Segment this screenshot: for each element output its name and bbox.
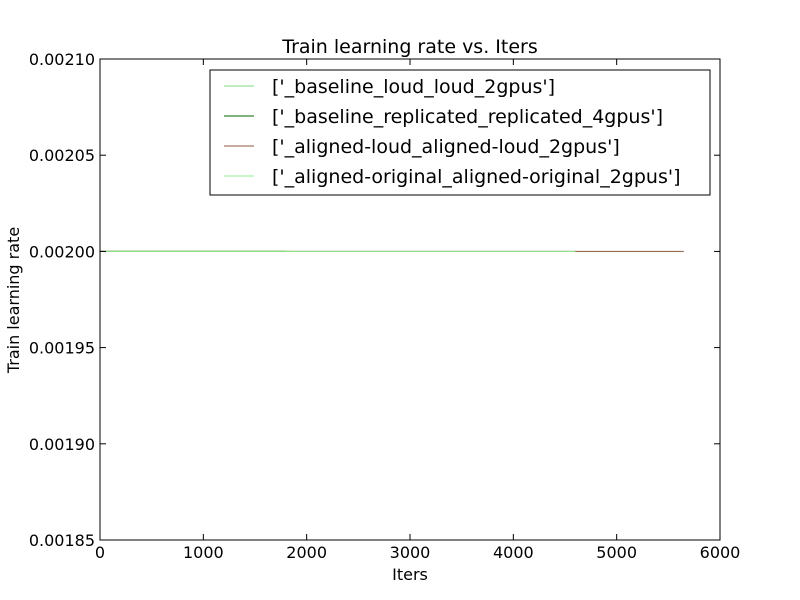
y-axis: 0.00185 0.00190 0.00195 0.00200 0.00205 0.002… bbox=[29, 50, 720, 550]
y-axis-label: Train learning rate bbox=[4, 227, 23, 374]
legend-box bbox=[209, 69, 711, 196]
legend-label-4: ['_aligned-original_aligned-original_2gp… bbox=[272, 166, 680, 188]
x-tick-label: 3000 bbox=[390, 543, 431, 562]
legend: ['_baseline_loud_loud_2gpus'] ['_baseline… bbox=[209, 69, 711, 196]
x-tick-label: 0 bbox=[95, 543, 105, 562]
y-tick-label: 0.00205 bbox=[29, 146, 95, 165]
x-tick-label: 5000 bbox=[596, 543, 637, 562]
legend-label-3: ['_aligned-loud_aligned-loud_2gpus'] bbox=[272, 136, 620, 158]
y-tick-label: 0.00185 bbox=[29, 531, 95, 550]
x-tick-label: 6000 bbox=[700, 543, 741, 562]
legend-label-2: ['_baseline_replicated_replicated_4gpus'… bbox=[272, 106, 663, 128]
y-tick-label: 0.00190 bbox=[29, 435, 95, 454]
chart-title: Train learning rate vs. Iters bbox=[281, 36, 538, 58]
y-tick-label: 0.00210 bbox=[29, 50, 95, 69]
y-tick-label: 0.00200 bbox=[29, 242, 95, 261]
x-tick-label: 2000 bbox=[286, 543, 327, 562]
x-tick-label: 4000 bbox=[493, 543, 534, 562]
x-tick-label: 1000 bbox=[183, 543, 224, 562]
legend-items: ['_baseline_loud_loud_2gpus'] ['_baseline… bbox=[224, 76, 680, 188]
x-axis: 0 1000 2000 3000 4000 5000 6000 bbox=[95, 59, 740, 562]
legend-label-1: ['_baseline_loud_loud_2gpus'] bbox=[272, 76, 555, 98]
x-axis-label: Iters bbox=[392, 565, 428, 584]
y-tick-label: 0.00195 bbox=[29, 339, 95, 358]
